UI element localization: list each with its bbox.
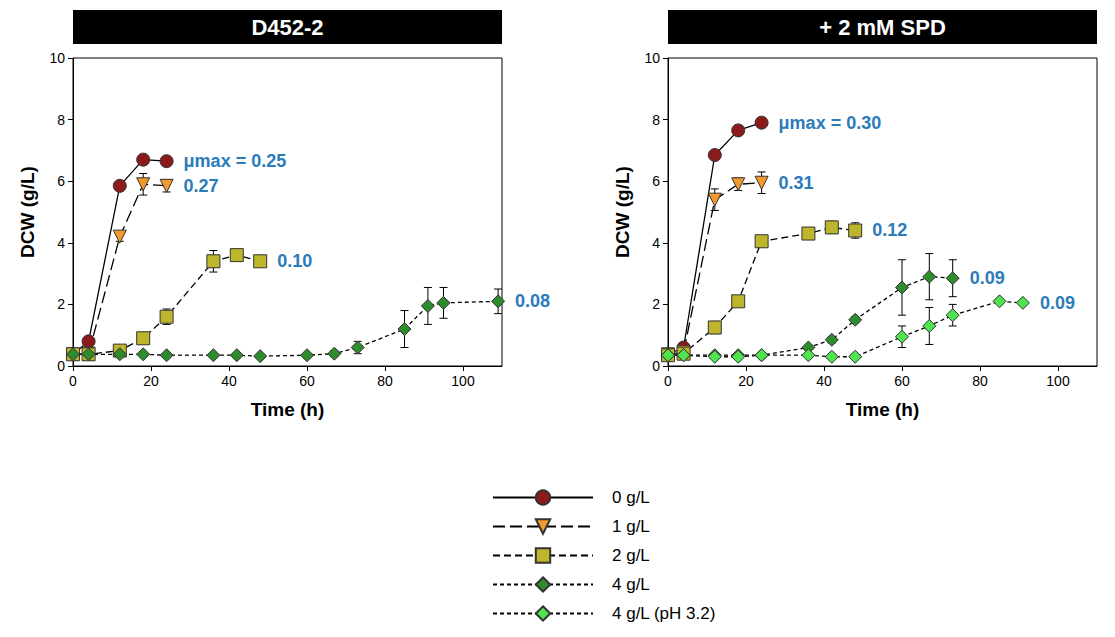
- svg-text:0.27: 0.27: [184, 176, 219, 196]
- svg-text:0.31: 0.31: [779, 173, 814, 193]
- svg-text:0.08: 0.08: [515, 291, 550, 311]
- svg-text:4 g/L: 4 g/L: [612, 575, 650, 594]
- svg-text:Time (h): Time (h): [846, 399, 920, 420]
- svg-text:Time (h): Time (h): [251, 399, 325, 420]
- svg-text:μmax = 0.30: μmax = 0.30: [779, 113, 882, 133]
- svg-text:2: 2: [57, 296, 65, 312]
- svg-text:100: 100: [1046, 373, 1070, 389]
- svg-text:0 g/L: 0 g/L: [612, 488, 650, 507]
- svg-text:2 g/L: 2 g/L: [612, 546, 650, 565]
- svg-text:20: 20: [143, 373, 159, 389]
- svg-text:4: 4: [652, 235, 660, 251]
- svg-text:0.09: 0.09: [970, 268, 1005, 288]
- svg-text:+ 2 mM SPD: + 2 mM SPD: [819, 15, 946, 40]
- svg-text:0: 0: [57, 358, 65, 374]
- svg-text:0.10: 0.10: [277, 251, 312, 271]
- svg-text:0.09: 0.09: [1040, 293, 1075, 313]
- svg-text:4 g/L (pH 3.2): 4 g/L (pH 3.2): [612, 604, 715, 623]
- svg-text:2: 2: [652, 296, 660, 312]
- svg-text:DCW (g/L): DCW (g/L): [17, 166, 38, 258]
- svg-text:4: 4: [57, 235, 65, 251]
- svg-text:DCW (g/L): DCW (g/L): [612, 166, 633, 258]
- svg-text:0: 0: [652, 358, 660, 374]
- svg-text:D452-2: D452-2: [251, 15, 323, 40]
- svg-text:20: 20: [738, 373, 754, 389]
- svg-text:10: 10: [49, 50, 65, 66]
- svg-text:8: 8: [57, 112, 65, 128]
- svg-text:40: 40: [221, 373, 237, 389]
- svg-text:0: 0: [664, 373, 672, 389]
- svg-text:80: 80: [972, 373, 988, 389]
- svg-text:80: 80: [377, 373, 393, 389]
- svg-text:0: 0: [69, 373, 77, 389]
- svg-text:60: 60: [299, 373, 315, 389]
- svg-text:μmax = 0.25: μmax = 0.25: [184, 151, 287, 171]
- svg-text:6: 6: [57, 173, 65, 189]
- svg-text:60: 60: [894, 373, 910, 389]
- svg-text:100: 100: [451, 373, 475, 389]
- svg-text:6: 6: [652, 173, 660, 189]
- svg-text:1 g/L: 1 g/L: [612, 517, 650, 536]
- svg-text:0.12: 0.12: [872, 220, 907, 240]
- svg-text:10: 10: [644, 50, 660, 66]
- svg-text:8: 8: [652, 112, 660, 128]
- svg-text:40: 40: [816, 373, 832, 389]
